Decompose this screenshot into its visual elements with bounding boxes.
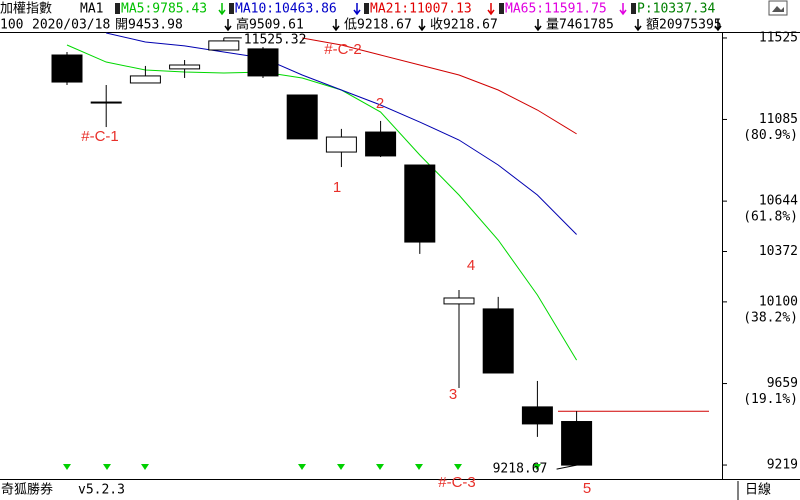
ma-icon bbox=[115, 3, 120, 14]
down-arrow bbox=[534, 19, 542, 32]
down-arrow bbox=[634, 19, 642, 32]
header-label: 加權指數 bbox=[0, 2, 52, 17]
candle bbox=[404, 164, 436, 254]
ma-icon bbox=[229, 3, 234, 14]
y-tick-label: 11085 bbox=[759, 112, 798, 127]
header-label: MA21:11007.13 bbox=[370, 2, 472, 17]
moving-average-line bbox=[106, 32, 577, 235]
candle-body bbox=[482, 308, 514, 374]
candle-body bbox=[90, 101, 122, 104]
candle bbox=[482, 296, 514, 374]
candle bbox=[443, 290, 475, 388]
y-tick-label: 10644 bbox=[759, 194, 798, 209]
candle-body bbox=[443, 297, 475, 305]
candle-body bbox=[365, 131, 397, 157]
fib-label: (38.2%) bbox=[743, 310, 798, 325]
candle-body bbox=[286, 94, 318, 140]
y-tick-label: 9219 bbox=[767, 458, 798, 473]
candle bbox=[561, 411, 593, 466]
high-label: 11525.32 bbox=[244, 32, 307, 47]
ma-icon bbox=[499, 3, 504, 14]
down-arrow bbox=[487, 3, 495, 16]
down-arrow bbox=[218, 3, 226, 16]
candle-body bbox=[521, 406, 553, 425]
pattern-annotation: #-C-3 bbox=[438, 474, 476, 491]
signal-markers bbox=[63, 464, 541, 470]
moving-average-line bbox=[302, 37, 577, 135]
low-label: 9218.67 bbox=[493, 462, 548, 477]
header-quote: 低9218.67 bbox=[344, 18, 412, 33]
header-quote: 100 bbox=[0, 18, 23, 33]
app-name: 奇狐勝券 bbox=[1, 482, 53, 498]
moving-average-line bbox=[66, 44, 578, 361]
candle-body bbox=[247, 48, 279, 77]
pattern-annotation: #-C-1 bbox=[81, 128, 119, 145]
down-arrow bbox=[418, 19, 426, 32]
y-tick-label: 9659 bbox=[767, 376, 798, 391]
pattern-annotation: #-C-2 bbox=[324, 41, 362, 58]
header-quote: 量7461785 bbox=[546, 18, 614, 33]
candle bbox=[521, 380, 553, 437]
header-label: MA5:9785.43 bbox=[121, 2, 207, 17]
candle bbox=[90, 85, 122, 128]
header-quote: 開9453.98 bbox=[115, 18, 183, 33]
candle bbox=[129, 65, 161, 84]
candle-body bbox=[404, 164, 436, 243]
fib-label: (19.1%) bbox=[743, 392, 798, 407]
candle-body bbox=[325, 136, 357, 153]
app-version: v5.2.3 bbox=[78, 483, 125, 498]
pattern-annotation: 3 bbox=[449, 386, 457, 403]
pattern-annotation: 4 bbox=[467, 257, 475, 274]
y-tick-label: 10372 bbox=[759, 244, 798, 259]
candle-body bbox=[51, 54, 83, 83]
pattern-annotation: 1 bbox=[333, 179, 341, 196]
candle bbox=[365, 120, 397, 158]
header-quote: 高9509.61 bbox=[236, 17, 304, 33]
header-label: MA65:11591.75 bbox=[505, 2, 607, 17]
candle bbox=[286, 94, 318, 140]
low-pointer bbox=[556, 464, 577, 470]
candle bbox=[51, 52, 83, 86]
down-arrow bbox=[619, 3, 627, 16]
ma-icon bbox=[364, 3, 369, 14]
down-arrow bbox=[224, 19, 232, 32]
y-tick-label: 10100 bbox=[759, 294, 798, 309]
candle bbox=[169, 60, 201, 78]
y-tick-label: 11525 bbox=[759, 30, 798, 45]
candle-body bbox=[208, 40, 240, 51]
down-arrow bbox=[332, 19, 340, 32]
fib-label: (80.9%) bbox=[743, 128, 798, 143]
candle bbox=[208, 37, 240, 51]
candle bbox=[247, 47, 279, 78]
pattern-annotation: 5 bbox=[583, 480, 591, 497]
down-arrow bbox=[714, 19, 722, 32]
candle-body bbox=[561, 421, 593, 466]
period-tab[interactable]: 日線 bbox=[745, 482, 771, 498]
candle bbox=[325, 128, 357, 168]
window-icon-glyph bbox=[772, 6, 784, 12]
fib-label: (61.8%) bbox=[743, 210, 798, 225]
header-label: P:10337.34 bbox=[637, 2, 715, 17]
header-label: MA10:10463.86 bbox=[235, 2, 337, 17]
candle-body bbox=[129, 75, 161, 84]
pattern-annotation: 2 bbox=[376, 95, 384, 112]
ma-icon bbox=[631, 3, 636, 14]
header-quote: 2020/03/18 bbox=[32, 18, 110, 33]
down-arrow bbox=[353, 3, 361, 16]
header-quote: 額20975395 bbox=[646, 18, 722, 33]
candle-body bbox=[169, 64, 201, 70]
header-label: MA1 bbox=[80, 2, 103, 17]
header-quote: 收9218.67 bbox=[430, 18, 498, 33]
